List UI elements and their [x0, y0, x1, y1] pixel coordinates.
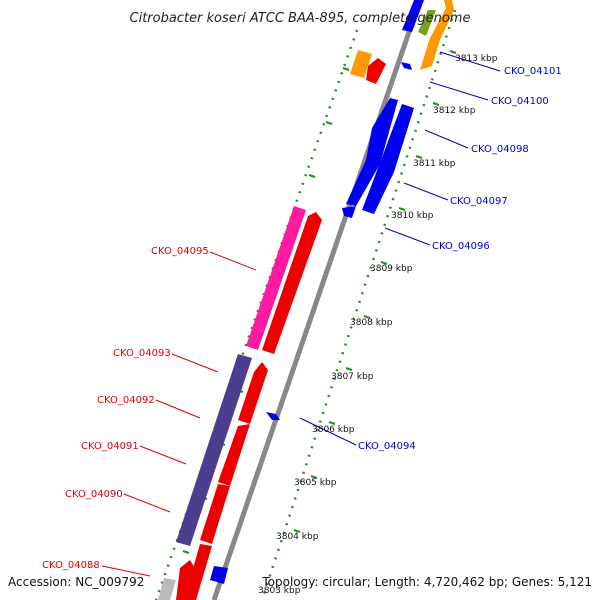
genome-backbone [211, 0, 423, 600]
map-title: Citrobacter koseri ATCC BAA-895, complet… [130, 11, 471, 26]
gene-label[interactable]: CKO_04093 [113, 348, 171, 359]
gene-feature[interactable] [262, 212, 322, 354]
tick-label: 3803 kbp [258, 586, 301, 596]
gene-feature[interactable] [366, 58, 386, 84]
gene-label[interactable]: CKO_04095 [151, 246, 209, 257]
gene-label[interactable]: CKO_04098 [471, 144, 529, 155]
gene-feature[interactable] [200, 484, 230, 544]
gene-label[interactable]: CKO_04100 [491, 96, 549, 107]
gene-label[interactable]: CKO_04096 [432, 241, 490, 252]
gene-label[interactable]: CKO_04097 [450, 196, 508, 207]
gene-label[interactable]: CKO_04091 [81, 441, 139, 452]
reverse-gene-labels: CKO_04095 CKO_04093 CKO_04092 CKO_04091 … [42, 246, 209, 571]
forward-label-leaders [299, 51, 501, 446]
gene-feature[interactable] [350, 50, 372, 78]
forward-gene-labels: CKO_04101 CKO_04100 CKO_04098 CKO_04097 … [358, 66, 562, 452]
tick-label: 3813 kbp [455, 54, 498, 64]
tick-label: 3805 kbp [294, 478, 337, 488]
forward-strand-genes [210, 0, 454, 584]
gene-feature[interactable] [218, 424, 250, 486]
reverse-strand-genes [158, 50, 386, 600]
reverse-label-leaders [101, 251, 257, 577]
gene-label[interactable]: CKO_04092 [97, 395, 155, 406]
tick-labels: 3813 kbp 3812 kbp 3811 kbp 3810 kbp 3809… [258, 54, 498, 596]
gene-feature[interactable] [176, 354, 252, 546]
tick-label: 3808 kbp [350, 318, 393, 328]
topology-label: Topology: circular; Length: 4,720,462 bp… [261, 575, 592, 589]
gene-feature[interactable] [420, 0, 454, 70]
tick-label: 3809 kbp [370, 264, 413, 274]
gene-feature[interactable] [362, 104, 414, 214]
gene-feature[interactable] [210, 566, 228, 584]
tick-label: 3812 kbp [433, 106, 476, 116]
gene-feature[interactable] [402, 0, 424, 32]
gene-feature[interactable] [246, 206, 306, 350]
inner-tick-ring [154, 29, 359, 600]
gene-feature[interactable] [401, 62, 412, 70]
gene-feature[interactable] [266, 412, 280, 420]
gene-feature[interactable] [238, 362, 268, 424]
gene-feature[interactable] [342, 206, 356, 218]
gene-label[interactable]: CKO_04090 [65, 489, 123, 500]
tick-label: 3807 kbp [331, 372, 374, 382]
gene-feature[interactable] [346, 98, 398, 206]
gene-feature[interactable] [176, 560, 196, 600]
tick-label: 3811 kbp [413, 159, 456, 169]
tick-label: 3804 kbp [276, 532, 319, 542]
gene-feature[interactable] [418, 10, 436, 36]
gene-label[interactable]: CKO_04101 [504, 66, 562, 77]
gene-label[interactable]: CKO_04094 [358, 441, 416, 452]
gene-label[interactable]: CKO_04088 [42, 560, 100, 571]
accession-label: Accession: NC_009792 [8, 575, 144, 589]
gene-feature[interactable] [158, 578, 176, 600]
tick-label: 3806 kbp [312, 425, 355, 435]
tick-label: 3810 kbp [391, 211, 434, 221]
gene-feature[interactable] [184, 544, 212, 600]
